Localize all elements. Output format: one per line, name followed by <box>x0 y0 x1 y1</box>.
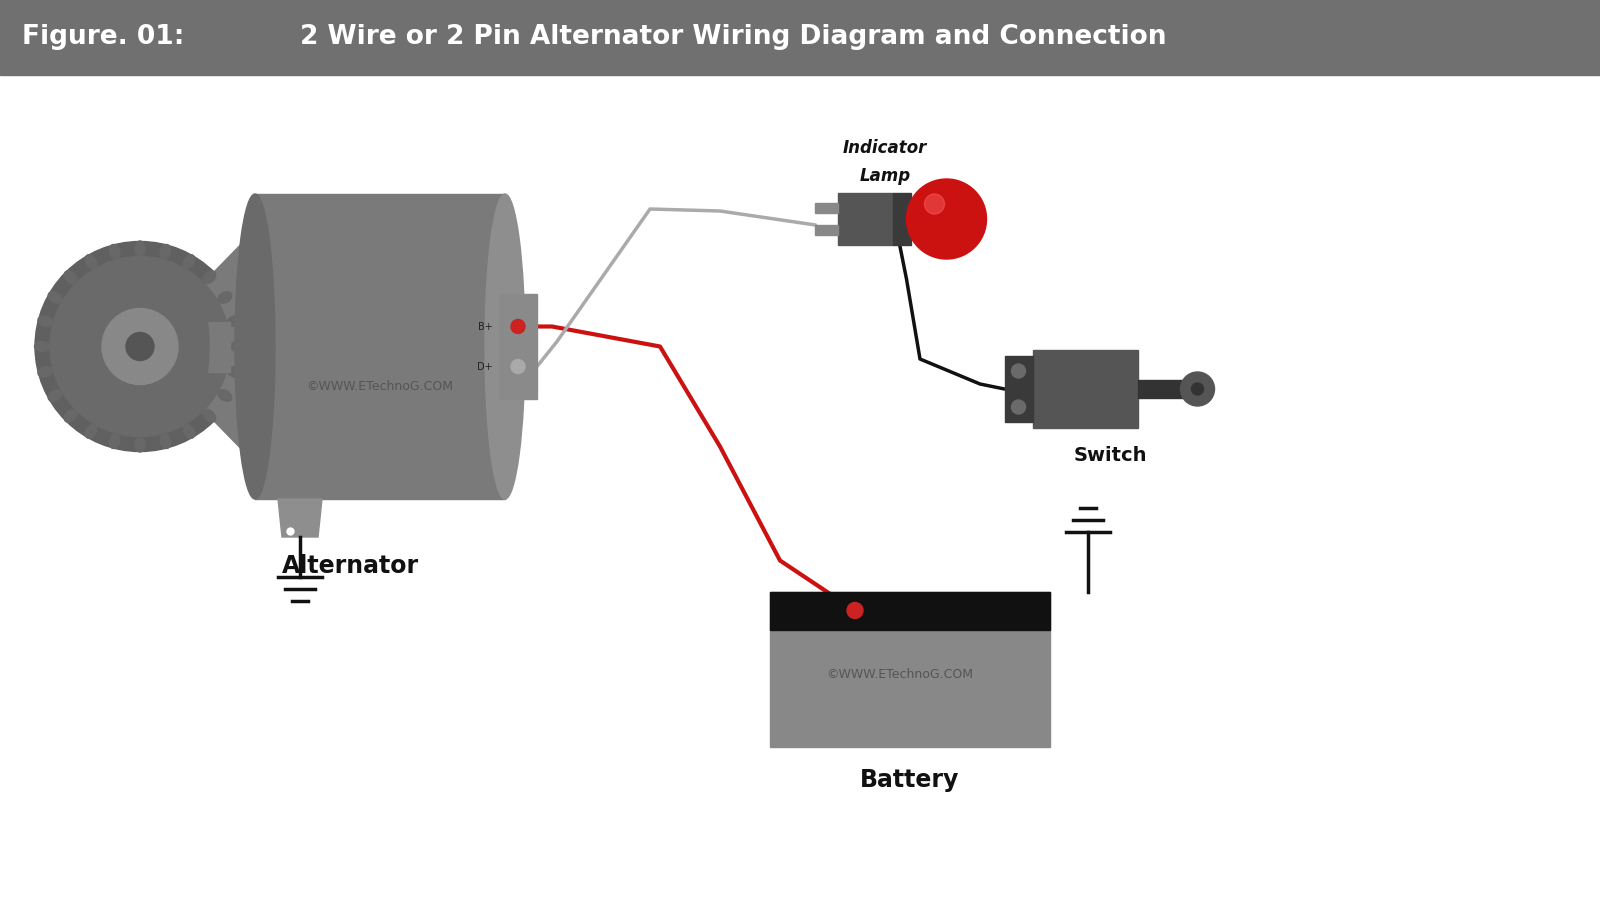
Ellipse shape <box>160 434 171 449</box>
Ellipse shape <box>85 254 96 269</box>
Ellipse shape <box>134 241 146 256</box>
Ellipse shape <box>203 409 216 423</box>
Circle shape <box>102 308 178 385</box>
Ellipse shape <box>48 292 62 303</box>
Ellipse shape <box>218 390 232 401</box>
Polygon shape <box>195 232 253 461</box>
Circle shape <box>1011 364 1026 378</box>
Ellipse shape <box>218 292 232 303</box>
Text: B+: B+ <box>478 322 493 332</box>
Text: Figure. 01:: Figure. 01: <box>22 24 184 50</box>
Bar <box>837 193 893 245</box>
Text: 2 Wire or 2 Pin Alternator Wiring Diagram and Connection: 2 Wire or 2 Pin Alternator Wiring Diagra… <box>301 24 1166 50</box>
Text: D+: D+ <box>477 361 493 371</box>
Ellipse shape <box>64 271 77 283</box>
Circle shape <box>510 319 525 334</box>
Bar <box>1138 380 1187 398</box>
Circle shape <box>35 242 245 451</box>
Bar <box>816 203 837 213</box>
Text: Lamp: Lamp <box>859 167 910 185</box>
Circle shape <box>50 256 230 437</box>
Ellipse shape <box>227 316 242 326</box>
Bar <box>770 592 1050 629</box>
Text: Alternator: Alternator <box>282 554 419 578</box>
Ellipse shape <box>109 434 120 449</box>
Ellipse shape <box>48 390 62 401</box>
Circle shape <box>846 602 862 619</box>
Ellipse shape <box>235 194 275 499</box>
Circle shape <box>510 360 525 373</box>
Circle shape <box>907 179 987 259</box>
Bar <box>1032 350 1138 428</box>
Text: Switch: Switch <box>1074 446 1147 465</box>
Ellipse shape <box>134 437 146 452</box>
Bar <box>254 194 506 499</box>
Bar <box>499 294 538 399</box>
Bar <box>770 592 1050 746</box>
Text: Indicator: Indicator <box>843 139 926 157</box>
Ellipse shape <box>38 316 53 326</box>
Ellipse shape <box>109 245 120 259</box>
Ellipse shape <box>203 271 216 283</box>
Ellipse shape <box>485 194 525 499</box>
Ellipse shape <box>184 424 195 439</box>
Circle shape <box>1192 383 1203 395</box>
Polygon shape <box>278 499 322 537</box>
Bar <box>0 0 1600 75</box>
Ellipse shape <box>230 342 245 352</box>
Ellipse shape <box>181 291 210 402</box>
Ellipse shape <box>227 367 242 377</box>
Ellipse shape <box>38 367 53 377</box>
Bar <box>893 193 910 245</box>
Text: Battery: Battery <box>861 769 960 793</box>
Text: ©WWW.ETechnoG.COM: ©WWW.ETechnoG.COM <box>827 667 973 681</box>
Ellipse shape <box>35 342 50 352</box>
Bar <box>195 322 230 371</box>
Ellipse shape <box>160 245 171 259</box>
Text: ©WWW.ETechnoG.COM: ©WWW.ETechnoG.COM <box>307 380 453 393</box>
Circle shape <box>1011 400 1026 414</box>
Bar <box>816 225 837 235</box>
Ellipse shape <box>85 424 96 439</box>
Ellipse shape <box>184 254 195 269</box>
Circle shape <box>925 194 944 214</box>
Circle shape <box>126 333 154 360</box>
Bar <box>1005 356 1032 422</box>
Circle shape <box>1181 372 1214 406</box>
Ellipse shape <box>64 409 77 423</box>
